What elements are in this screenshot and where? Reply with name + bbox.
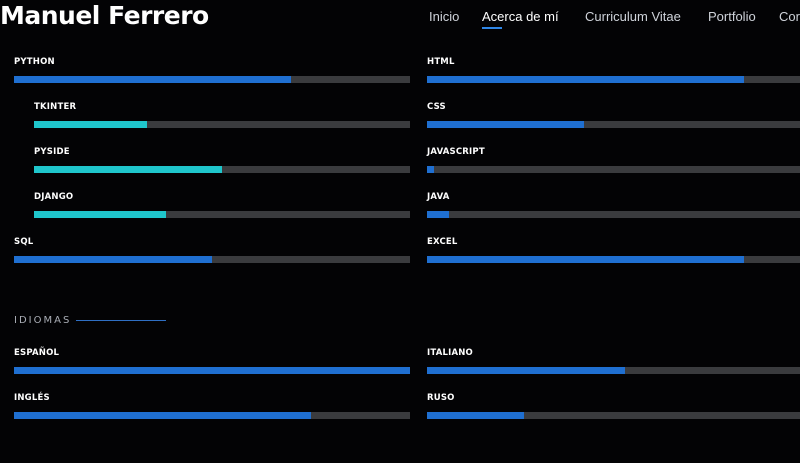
language-label: ITALIANO — [427, 348, 473, 358]
language-bar-track — [14, 412, 410, 419]
skill-bar-track — [427, 76, 800, 83]
skill-label: CSS — [427, 102, 446, 112]
language-label: RUSO — [427, 393, 455, 403]
skill-bar-track — [427, 256, 800, 263]
skill-label: PYSIDE — [34, 147, 70, 157]
skill-bar-fill — [427, 256, 745, 263]
brand-name[interactable]: Manuel Ferrero — [0, 1, 209, 30]
language-label: ESPAÑOL — [14, 348, 60, 358]
section-divider — [76, 320, 166, 321]
skill-bar-fill — [34, 211, 166, 218]
skill-bar-track — [34, 211, 410, 218]
skill-bar-fill — [14, 76, 292, 83]
skill-label: JAVASCRIPT — [427, 147, 485, 157]
skill-label: TKINTER — [34, 102, 77, 112]
section-title: IDIOMAS — [14, 315, 72, 326]
skill-bar-fill — [14, 256, 212, 263]
nav-link-inicio[interactable]: Inicio — [429, 9, 460, 24]
skill-label: JAVA — [427, 192, 450, 202]
language-bar-track — [427, 367, 800, 374]
nav-link-portfolio[interactable]: Portfolio — [708, 9, 756, 24]
nav-link-acerca[interactable]: Acerca de mí — [482, 9, 559, 24]
skill-bar-fill — [427, 166, 435, 173]
skill-label: HTML — [427, 57, 455, 67]
language-label: INGLÉS — [14, 393, 50, 403]
language-bar-track — [427, 412, 800, 419]
skill-bar-track — [34, 166, 410, 173]
skill-label: SQL — [14, 237, 34, 247]
skill-bar-fill — [34, 121, 147, 128]
skill-bar-fill — [34, 166, 222, 173]
language-bar-fill — [14, 367, 410, 374]
skill-label: EXCEL — [427, 237, 458, 247]
language-bar-fill — [427, 367, 625, 374]
main-nav: Inicio Acerca de mí Curriculum Vitae Por… — [0, 9, 800, 39]
skill-bar-fill — [427, 121, 584, 128]
active-nav-indicator — [482, 27, 502, 29]
skill-bar-track — [427, 211, 800, 218]
skill-label: PYTHON — [14, 57, 55, 67]
language-bar-fill — [14, 412, 311, 419]
skill-bar-track — [14, 76, 410, 83]
language-bar-track — [14, 367, 410, 374]
language-bar-fill — [427, 412, 524, 419]
skill-label: DJANGO — [34, 192, 74, 202]
skill-bar-track — [34, 121, 410, 128]
nav-link-contacto[interactable]: Cor — [779, 9, 800, 24]
skill-bar-track — [427, 166, 800, 173]
skill-bar-track — [14, 256, 410, 263]
skill-bar-fill — [427, 76, 745, 83]
skill-bar-fill — [427, 211, 450, 218]
nav-link-curriculum[interactable]: Curriculum Vitae — [585, 9, 681, 24]
skill-bar-track — [427, 121, 800, 128]
